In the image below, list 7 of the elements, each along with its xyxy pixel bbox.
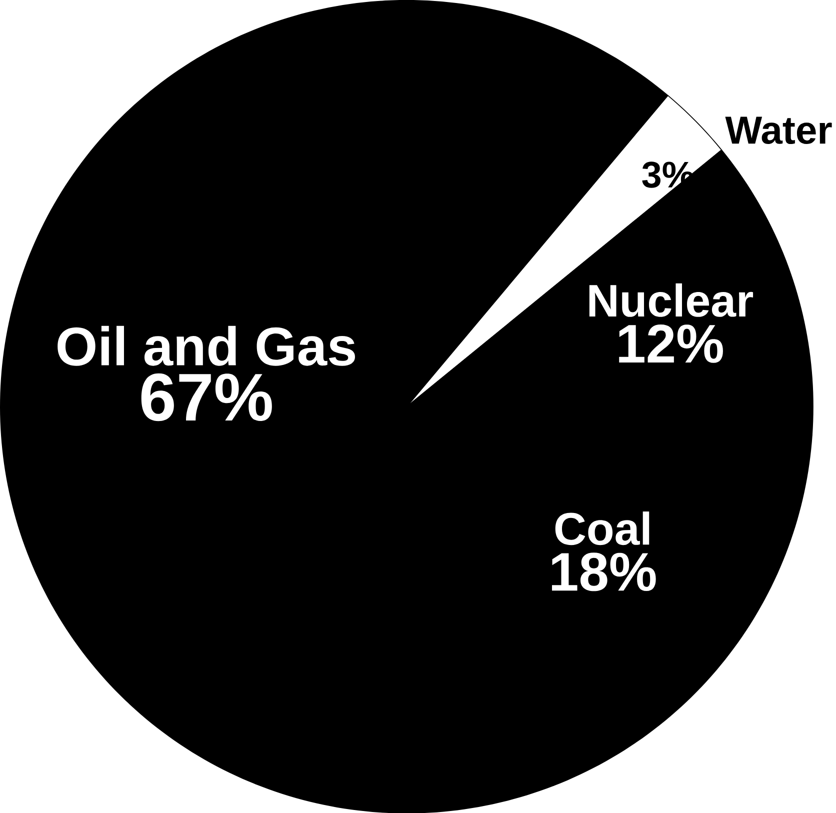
slice-label: Coal bbox=[555, 511, 650, 545]
slice-label: Oil and Gas bbox=[58, 326, 355, 366]
data-label: 18% bbox=[552, 552, 656, 591]
slice-label: Water bbox=[725, 116, 832, 144]
slice-label: Nuclear bbox=[589, 283, 754, 317]
data-label: 67% bbox=[141, 373, 272, 421]
data-label: 12% bbox=[619, 324, 723, 363]
